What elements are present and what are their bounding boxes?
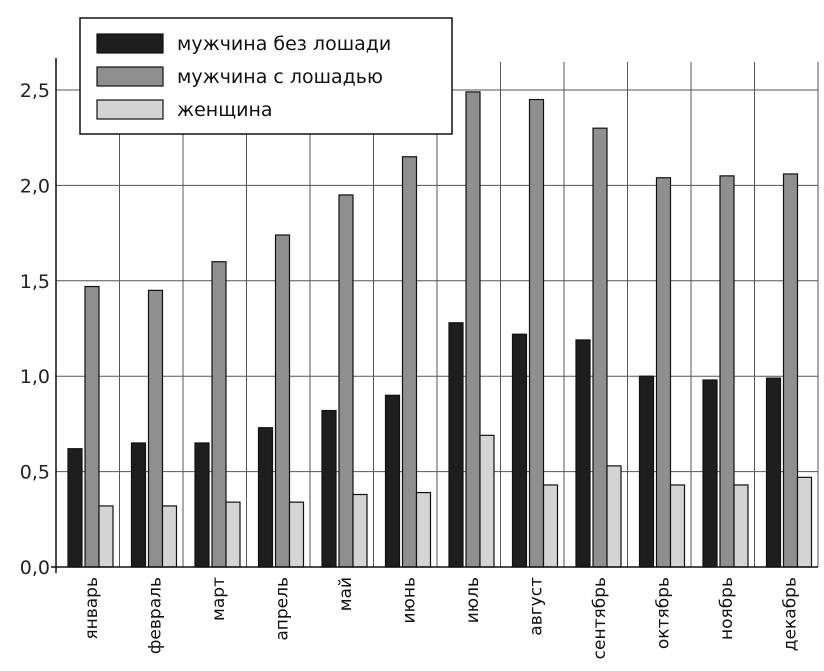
bar <box>161 505 178 568</box>
bar <box>274 234 291 568</box>
bar <box>719 175 735 568</box>
bar <box>528 98 545 568</box>
bars <box>67 91 813 568</box>
bar <box>384 394 401 568</box>
bar <box>257 427 274 568</box>
bar <box>98 505 114 568</box>
x-tick-labels: январь февраль март апрель май июнь июль август… <box>82 577 801 659</box>
bar <box>702 379 718 568</box>
bar <box>765 377 782 568</box>
bar <box>401 156 418 568</box>
x-tick-label: октябрь <box>654 577 674 649</box>
bar <box>225 501 241 568</box>
bar <box>782 173 799 568</box>
x-tick-label: июнь <box>400 577 420 624</box>
bar <box>479 434 495 568</box>
bar <box>147 289 164 568</box>
bar <box>352 493 368 568</box>
x-tick-label: май <box>336 577 356 611</box>
bar <box>338 194 354 568</box>
bar <box>669 484 686 568</box>
legend-label: женщина <box>177 99 273 121</box>
legend-swatch <box>96 33 164 54</box>
bar <box>321 409 337 568</box>
legend-label: мужчина с лошадью <box>177 66 383 88</box>
y-tick-label: 2,5 <box>20 80 50 102</box>
x-tick-label: февраль <box>146 577 166 654</box>
x-tick-label: июль <box>463 577 483 623</box>
bar <box>288 501 305 568</box>
y-tick-label: 1,5 <box>20 271 50 293</box>
bar <box>448 322 464 568</box>
bar <box>194 442 210 568</box>
x-tick-label: сентябрь <box>590 577 610 659</box>
legend-label: мужчина без лошади <box>177 33 391 55</box>
x-tick-label: январь <box>82 577 102 640</box>
bar <box>211 261 227 568</box>
bar <box>511 333 528 568</box>
axes <box>51 58 818 573</box>
x-tick-label: декабрь <box>781 577 801 651</box>
bar <box>733 484 749 568</box>
bar <box>592 127 608 568</box>
legend: мужчина без лошади мужчина с лошадью женщи… <box>79 17 453 135</box>
bar <box>796 476 813 568</box>
x-tick-label: август <box>527 577 547 636</box>
bar <box>465 91 481 568</box>
bar <box>638 375 655 568</box>
bar <box>575 339 591 568</box>
x-tick-label: март <box>209 577 229 621</box>
bar <box>67 448 83 568</box>
y-tick-labels: 0,0 0,5 1,0 1,5 2,0 2,5 <box>20 80 50 579</box>
x-tick-label: ноябрь <box>717 577 737 640</box>
y-tick-label: 0,0 <box>20 557 50 579</box>
legend-swatch <box>96 99 164 120</box>
bar <box>655 177 672 568</box>
y-tick-label: 0,5 <box>20 462 50 484</box>
y-tick-label: 2,0 <box>20 175 50 197</box>
y-tick-label: 1,0 <box>20 366 50 388</box>
legend-swatch <box>96 66 164 87</box>
bar <box>606 465 622 568</box>
bar <box>84 285 100 568</box>
bar <box>542 484 559 568</box>
bar <box>415 491 432 568</box>
bar <box>130 442 147 568</box>
x-tick-label: апрель <box>273 577 293 641</box>
